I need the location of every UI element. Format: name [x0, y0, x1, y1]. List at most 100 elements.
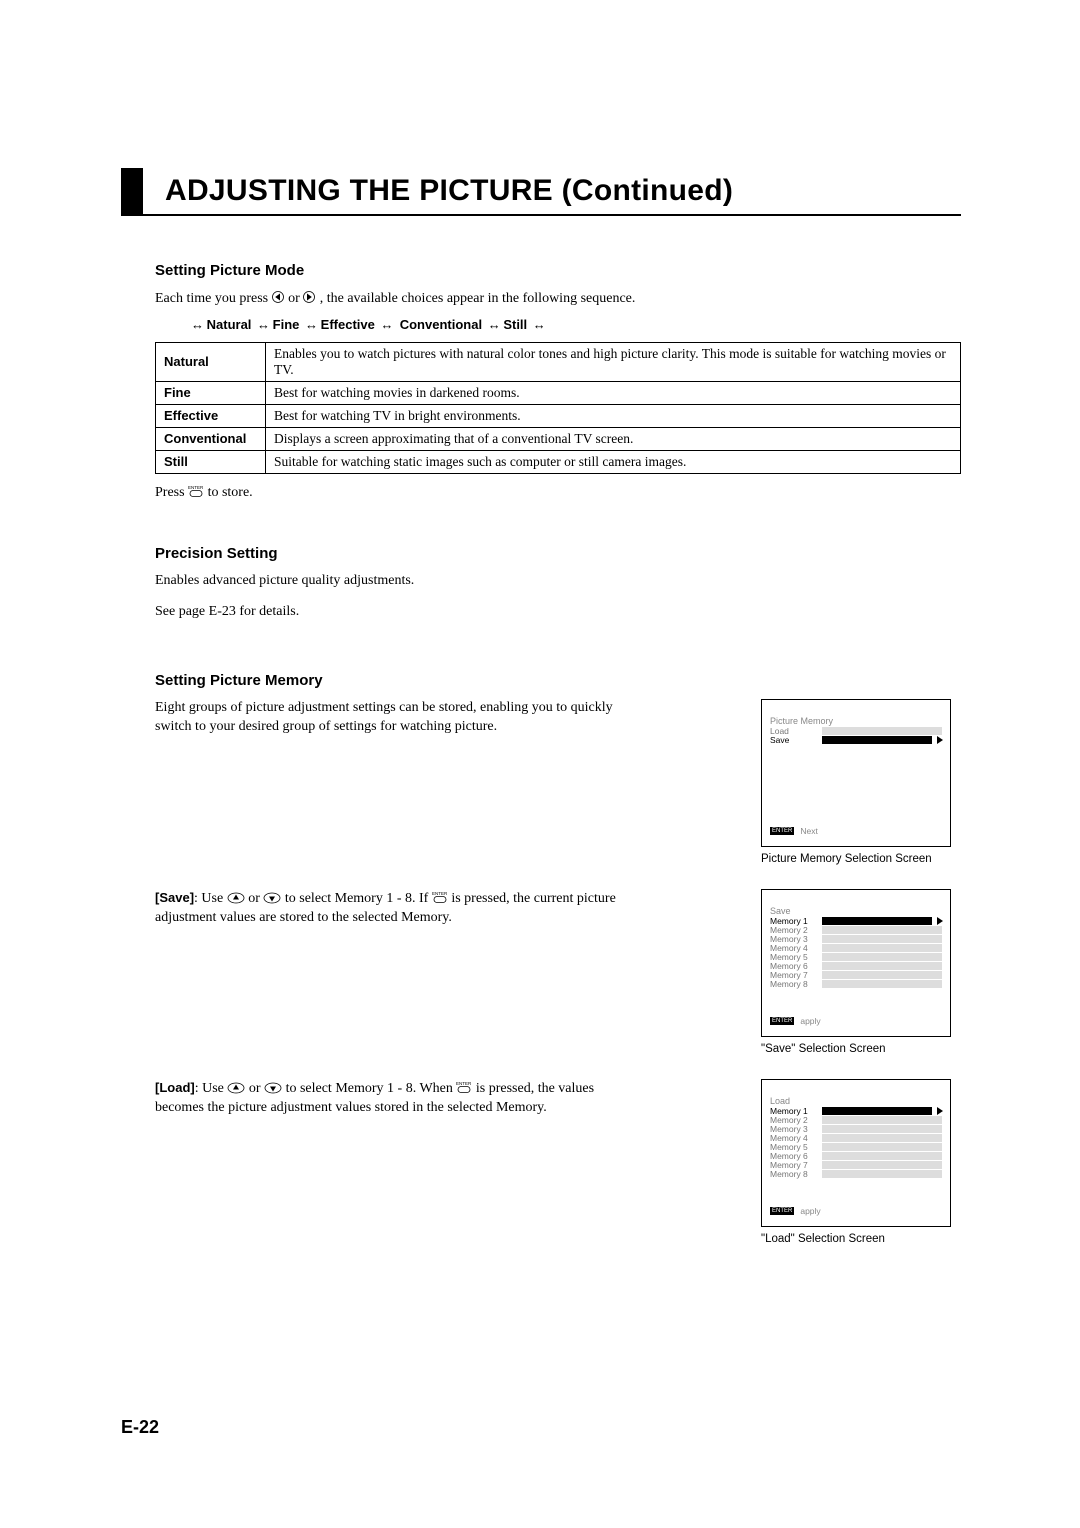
mode-desc-cell: Displays a screen approximating that of …: [266, 427, 961, 450]
osd-row-arrow-icon: [932, 736, 942, 745]
mode-desc-cell: Enables you to watch pictures with natur…: [266, 342, 961, 381]
mode-name-cell: Effective: [156, 404, 266, 427]
osd-row-bar: [822, 926, 942, 934]
table-row: Conventional Displays a screen approxima…: [156, 427, 961, 450]
seq-natural: Natural: [207, 317, 252, 332]
t: : Use: [195, 1081, 228, 1096]
dual-arrow-icon: ↔: [257, 317, 267, 332]
right-arrow-button-icon: [303, 290, 315, 304]
mode-name-cell: Fine: [156, 381, 266, 404]
pmem-load-row: [Load]: Use or to select Memory 1 - 8. W…: [155, 1079, 961, 1269]
osd-row-bar: [822, 944, 942, 952]
spm-intro-c: , the available choices appear in the fo…: [320, 291, 636, 306]
enter-badge: ENTER: [770, 827, 794, 835]
dual-arrow-icon: ↔: [380, 317, 390, 332]
page-number: E-22: [121, 1417, 159, 1438]
osd-save: Save Memory 1 Memory 2 Memory 3 Memory 4…: [761, 889, 951, 1037]
osd-row-bar: [822, 1107, 932, 1115]
osd-footer-text: apply: [800, 1206, 820, 1216]
osd-row-bar: [822, 1125, 942, 1133]
mode-desc-cell: Best for watching TV in bright environme…: [266, 404, 961, 427]
osd-row-bar: [822, 727, 942, 735]
load-label: [Load]: [155, 1080, 195, 1095]
pmem-intro: Eight groups of picture adjustment setti…: [155, 699, 625, 737]
osd-row-bar: [822, 971, 942, 979]
osd-row-label: Memory 8: [770, 1170, 822, 1179]
osd-save-title: Save: [770, 906, 942, 916]
osd-row-label: Memory 8: [770, 980, 822, 989]
t: to select Memory 1 - 8. If: [281, 891, 431, 906]
enter-button-icon: ENTER: [456, 1080, 472, 1094]
title-accent: [121, 168, 143, 214]
osd-load-title: Load: [770, 1096, 942, 1106]
enter-badge: ENTER: [770, 1017, 794, 1025]
spm-intro-a: Each time you press: [155, 291, 272, 306]
spm-intro-b: or: [288, 291, 303, 306]
osd-row: Load: [770, 727, 942, 736]
save-label: [Save]: [155, 890, 194, 905]
up-oval-button-icon: [227, 892, 245, 904]
dual-arrow-icon: ↔: [533, 317, 543, 332]
mode-sequence: ↔ Natural ↔ Fine ↔ Effective ↔ Conventio…: [189, 317, 961, 332]
t: or: [245, 891, 264, 906]
dual-arrow-icon: ↔: [305, 317, 315, 332]
press-to-store: Press ENTER to store.: [155, 484, 961, 501]
svg-text:ENTER: ENTER: [456, 1081, 472, 1086]
osd-pm-caption: Picture Memory Selection Screen: [761, 853, 961, 865]
osd-row-bar: [822, 1116, 942, 1124]
mode-desc-cell: Best for watching movies in darkened roo…: [266, 381, 961, 404]
precision-line2: See page E-23 for details.: [155, 603, 961, 622]
seq-conventional: Conventional: [400, 317, 482, 332]
enter-button-icon: ENTER: [432, 890, 448, 904]
svg-text:ENTER: ENTER: [188, 485, 204, 490]
osd-load-caption: "Load" Selection Screen: [761, 1233, 961, 1245]
osd-footer: ENTER apply: [770, 1206, 821, 1216]
osd-save-caption: "Save" Selection Screen: [761, 1043, 961, 1055]
page-title-bar: ADJUSTING THE PICTURE (Continued): [121, 168, 961, 216]
heading-precision-setting: Precision Setting: [155, 545, 961, 562]
pmem-intro-row: Eight groups of picture adjustment setti…: [155, 699, 961, 889]
osd-footer: ENTER apply: [770, 1016, 821, 1026]
table-row: Natural Enables you to watch pictures wi…: [156, 342, 961, 381]
mode-name-cell: Conventional: [156, 427, 266, 450]
osd-row-bar: [822, 1152, 942, 1160]
osd-picture-memory: Picture Memory Load Save ENTER Next: [761, 699, 951, 847]
osd-load: Load Memory 1 Memory 2 Memory 3 Memory 4…: [761, 1079, 951, 1227]
mode-name-cell: Still: [156, 450, 266, 473]
table-row: Effective Best for watching TV in bright…: [156, 404, 961, 427]
mode-name-cell: Natural: [156, 342, 266, 381]
seq-fine: Fine: [273, 317, 300, 332]
t: or: [245, 1081, 264, 1096]
osd-row-selected: Save: [770, 736, 942, 745]
heading-setting-picture-memory: Setting Picture Memory: [155, 672, 961, 689]
left-arrow-button-icon: [272, 290, 284, 304]
press-b: to store.: [208, 485, 253, 500]
osd-row-arrow-icon: [932, 917, 942, 926]
table-row: Fine Best for watching movies in darkene…: [156, 381, 961, 404]
osd-row-bar: [822, 935, 942, 943]
pmem-save-text: [Save]: Use or to select Memory 1 - 8. I…: [155, 889, 635, 928]
osd-row-bar: [822, 1170, 942, 1178]
table-row: Still Suitable for watching static image…: [156, 450, 961, 473]
osd-row-bar: [822, 1143, 942, 1151]
t: : Use: [194, 891, 227, 906]
osd-row-arrow-icon: [932, 1107, 942, 1116]
osd-footer-text: apply: [800, 1016, 820, 1026]
pmem-load-text: [Load]: Use or to select Memory 1 - 8. W…: [155, 1079, 635, 1118]
page-title: ADJUSTING THE PICTURE (Continued): [143, 168, 733, 214]
osd-row-bar: [822, 953, 942, 961]
osd-row-bar: [822, 980, 942, 988]
up-oval-button-icon: [227, 1082, 245, 1094]
down-oval-button-icon: [264, 1082, 282, 1094]
down-oval-button-icon: [263, 892, 281, 904]
dual-arrow-icon: ↔: [488, 317, 498, 332]
osd-row: Memory 8: [770, 980, 942, 989]
osd-row-bar: [822, 917, 932, 925]
press-a: Press: [155, 485, 188, 500]
svg-text:ENTER: ENTER: [432, 891, 448, 896]
spm-intro: Each time you press or , the available c…: [155, 289, 961, 309]
enter-button-icon: ENTER: [188, 484, 204, 498]
precision-line1: Enables advanced picture quality adjustm…: [155, 572, 961, 591]
heading-setting-picture-mode: Setting Picture Mode: [155, 262, 961, 279]
picture-modes-table: Natural Enables you to watch pictures wi…: [155, 342, 961, 474]
